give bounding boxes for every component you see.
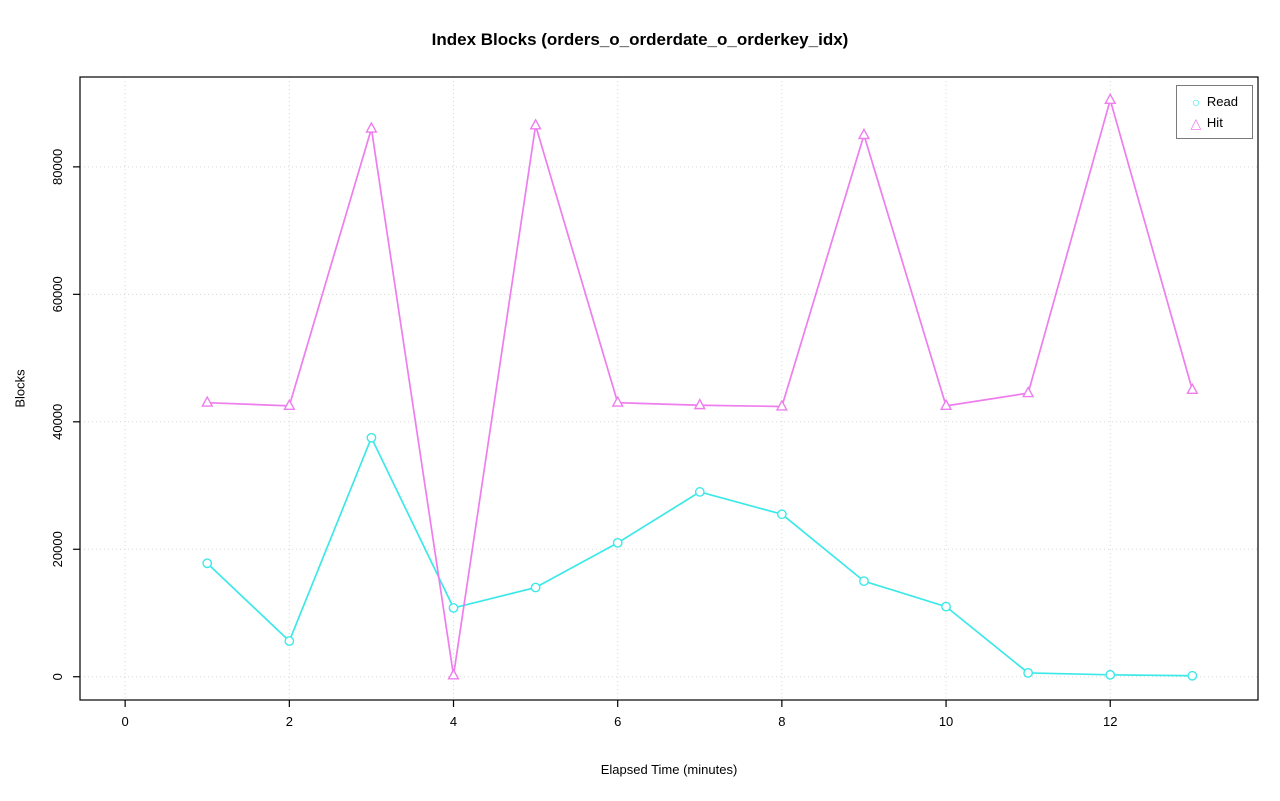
read-circle-marker-icon: ○ — [1191, 93, 1201, 110]
x-tick-label: 10 — [939, 714, 953, 729]
x-tick-label: 4 — [450, 714, 457, 729]
hit-point-marker — [857, 127, 871, 140]
hit-point-marker — [1186, 382, 1199, 395]
legend-item-read: ○ Read — [1185, 91, 1238, 112]
hit-point-marker — [775, 399, 788, 411]
x-tick-label: 12 — [1103, 714, 1117, 729]
x-tick-label: 0 — [122, 714, 129, 729]
hit-point-marker — [693, 398, 706, 410]
x-tick-label: 6 — [614, 714, 621, 729]
hit-triangle-marker-icon: △ — [1190, 114, 1202, 131]
hit-point-marker — [447, 668, 460, 680]
legend: ○ Read △ Hit — [1175, 85, 1253, 139]
read-point-marker — [202, 558, 213, 569]
legend-label-hit: Hit — [1206, 115, 1223, 130]
hit-point-marker — [1104, 92, 1117, 105]
plot-border — [79, 76, 1259, 701]
x-axis-label: Elapsed Time (minutes) — [600, 762, 738, 777]
hit-point-marker — [201, 395, 214, 407]
hit-point-marker — [283, 398, 296, 410]
read-point-marker — [448, 603, 459, 613]
series-line-read — [206, 436, 1194, 677]
y-tick-label: 80000 — [50, 149, 65, 185]
chart-title: Index Blocks (orders_o_orderdate_o_order… — [431, 30, 849, 49]
hit-point-marker — [611, 395, 624, 407]
read-point-marker — [859, 576, 869, 587]
read-point-marker — [1023, 668, 1034, 678]
hit-point-marker — [529, 118, 542, 130]
hit-point-marker — [939, 398, 953, 410]
read-point-marker — [941, 601, 951, 612]
y-tick-label: 20000 — [50, 531, 65, 567]
read-point-marker — [694, 487, 705, 497]
read-point-marker — [1187, 670, 1198, 681]
x-tick-label: 8 — [778, 714, 785, 729]
x-tick-label: 2 — [286, 714, 293, 729]
read-point-marker — [530, 582, 541, 593]
read-point-marker — [1105, 669, 1116, 680]
read-point-marker — [776, 509, 787, 520]
y-tick-label: 40000 — [50, 404, 65, 440]
hit-point-marker — [1022, 386, 1035, 398]
read-point-marker — [366, 432, 377, 443]
legend-item-hit: △ Hit — [1185, 112, 1238, 133]
read-point-marker — [612, 537, 623, 548]
hit-point-marker — [365, 121, 378, 133]
series-line-hit — [206, 99, 1194, 677]
y-tick-label: 0 — [50, 673, 65, 680]
legend-label-read: Read — [1206, 94, 1238, 109]
y-tick-label: 60000 — [50, 276, 65, 312]
read-point-marker — [284, 636, 295, 646]
